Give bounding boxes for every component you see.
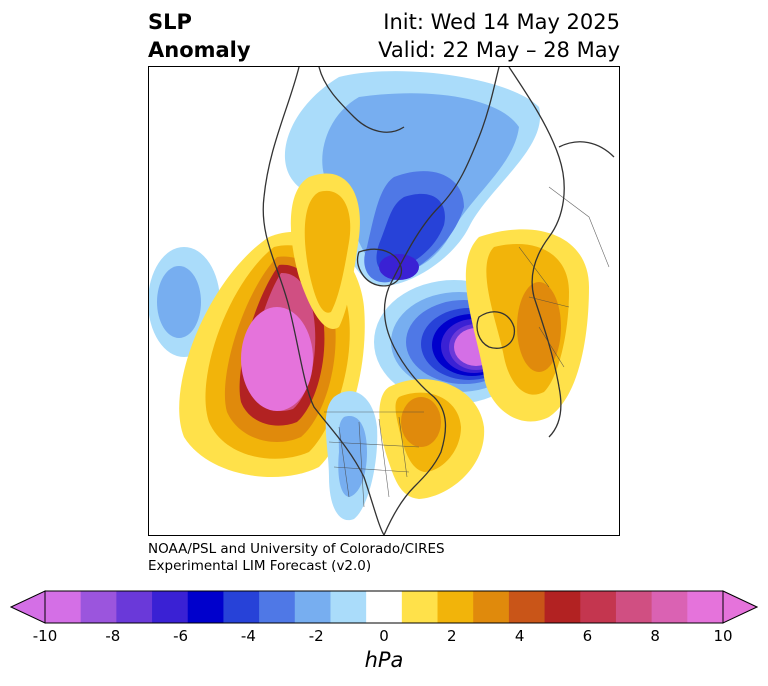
colorbar-tick-label: -8 <box>105 627 121 645</box>
colorbar <box>10 590 758 624</box>
colorbar-tick-label: 6 <box>582 627 593 645</box>
colorbar-tick-label: -4 <box>240 627 256 645</box>
coastlines <box>262 67 615 535</box>
europe-high-anomaly <box>465 229 589 422</box>
title-variable-2: Anomaly <box>148 38 251 62</box>
anomaly-map <box>149 67 615 535</box>
colorbar-tick-label: 10 <box>713 627 733 645</box>
colorbar-swatch <box>259 591 296 623</box>
colorbar-swatch <box>152 591 189 623</box>
credit-line-1: NOAA/PSL and University of Colorado/CIRE… <box>148 541 445 557</box>
colorbar-swatch <box>544 591 581 623</box>
political-borders <box>324 186 610 508</box>
colorbar-max-extend <box>722 590 758 624</box>
map-title: SLP Anomaly <box>148 8 251 64</box>
colorbar-swatch <box>366 591 403 623</box>
colorbar-tick-label: 0 <box>379 627 389 645</box>
colorbar-swatch <box>116 591 153 623</box>
map-panel <box>148 66 620 536</box>
forecast-dates: Init: Wed 14 May 2025 Valid: 22 May – 28… <box>378 8 620 64</box>
canada-high-tongue <box>290 173 360 329</box>
colorbar-tick-label: -10 <box>32 627 58 645</box>
colorbar-tick-label: -6 <box>173 627 189 645</box>
credit: NOAA/PSL and University of Colorado/CIRE… <box>148 541 445 575</box>
colorbar-tick-label: 4 <box>514 627 525 645</box>
colorbar-swatches <box>45 591 724 623</box>
colorbar-unit: hPa <box>364 648 404 672</box>
colorbar-min-extend <box>10 590 46 624</box>
east-coast-high-anomaly <box>379 379 485 499</box>
colorbar-tick-label: -2 <box>308 627 324 645</box>
colorbar-tick-label: 2 <box>447 627 457 645</box>
valid-range: Valid: 22 May – 28 May <box>378 38 620 62</box>
colorbar-tick-label: 8 <box>650 627 660 645</box>
colorbar-swatch <box>473 591 510 623</box>
colorbar-swatch <box>437 591 474 623</box>
credit-line-2: Experimental LIM Forecast (v2.0) <box>148 558 372 574</box>
colorbar-swatch <box>45 591 82 623</box>
colorbar-swatch <box>80 591 117 623</box>
colorbar-swatch <box>508 591 546 623</box>
init-date: Init: Wed 14 May 2025 <box>383 10 620 34</box>
colorbar-swatch <box>401 591 439 623</box>
colorbar-swatch <box>294 591 331 623</box>
title-variable: SLP <box>148 10 192 34</box>
colorbar-swatch <box>187 591 224 623</box>
colorbar-swatch <box>580 591 617 623</box>
colorbar-swatch <box>330 591 367 623</box>
colorbar-swatch <box>223 591 260 623</box>
colorbar-swatch <box>651 591 688 623</box>
colorbar-swatch <box>615 591 653 623</box>
colorbar-frame <box>44 590 724 624</box>
colorbar-swatch <box>687 591 724 623</box>
